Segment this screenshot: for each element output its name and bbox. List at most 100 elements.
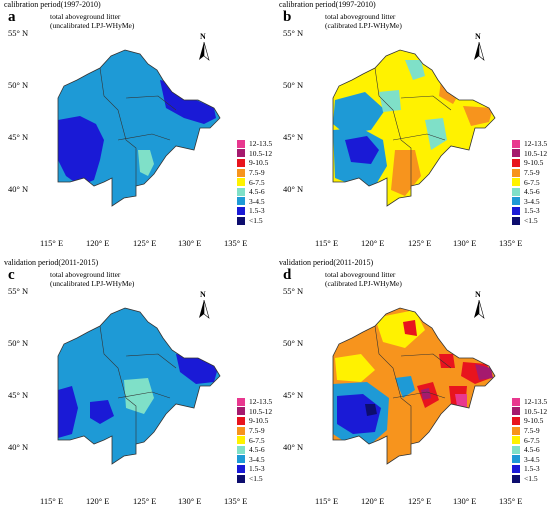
lon-label: 115° E bbox=[40, 496, 64, 506]
map-title: total aboveground litter (calibrated LPJ… bbox=[325, 270, 402, 288]
lon-label: 130° E bbox=[178, 238, 202, 248]
lat-label: 40° N bbox=[8, 442, 29, 452]
legend-item: 12-13.5 bbox=[237, 397, 272, 407]
legend-item: 6-7.5 bbox=[512, 177, 547, 187]
panel-letter: a bbox=[8, 9, 16, 25]
map-title-line1: total aboveground litter bbox=[325, 270, 396, 279]
map-title-line2: (uncalibrated LPJ-WHyMe) bbox=[50, 279, 135, 288]
lon-label: 115° E bbox=[315, 496, 339, 506]
north-arrow-icon: N bbox=[472, 32, 486, 61]
province-borders bbox=[374, 67, 452, 186]
lon-label: 125° E bbox=[133, 496, 157, 506]
map-panel-d: validation period(2011-2015) d total abo… bbox=[275, 258, 550, 515]
legend-item: 9-10.5 bbox=[237, 416, 272, 426]
legend-item: <1.5 bbox=[237, 474, 272, 484]
region-map bbox=[57, 49, 221, 207]
period-label: calibration period(1997-2010) bbox=[279, 0, 376, 9]
legend-item: 3-4.5 bbox=[237, 197, 272, 207]
map-title-line2: (calibrated LPJ-WHyMe) bbox=[325, 279, 402, 288]
legend-item: 12-13.5 bbox=[237, 139, 272, 149]
region-map bbox=[332, 49, 496, 207]
legend-item: 10.5-12 bbox=[512, 149, 547, 159]
region-outline bbox=[332, 49, 496, 207]
region-map bbox=[332, 307, 496, 465]
lon-label: 135° E bbox=[499, 496, 523, 506]
legend-item: 10.5-12 bbox=[237, 149, 272, 159]
north-label: N bbox=[475, 32, 481, 41]
map-title-line2: (calibrated LPJ-WHyMe) bbox=[325, 21, 402, 30]
lon-label: 135° E bbox=[224, 238, 248, 248]
legend: 12-13.5 10.5-12 9-10.5 7.5-9 6-7.5 4.5-6… bbox=[512, 397, 547, 483]
legend-item: 3-4.5 bbox=[512, 197, 547, 207]
legend-item: 7.5-9 bbox=[512, 426, 547, 436]
panel-letter: d bbox=[283, 267, 292, 283]
lat-label: 50° N bbox=[8, 80, 29, 90]
legend-item: 1.5-3 bbox=[237, 206, 272, 216]
legend-item: 4.5-6 bbox=[237, 187, 272, 197]
region-outline bbox=[57, 49, 221, 207]
province-borders bbox=[99, 325, 177, 444]
map-title-line1: total aboveground litter bbox=[325, 12, 396, 21]
north-arrow-icon: N bbox=[197, 290, 211, 319]
legend: 12-13.5 10.5-12 9-10.5 7.5-9 6-7.5 4.5-6… bbox=[237, 397, 272, 483]
lon-label: 120° E bbox=[86, 496, 110, 506]
lat-label: 55° N bbox=[8, 286, 29, 296]
north-arrow-icon: N bbox=[472, 290, 486, 319]
legend-item: 7.5-9 bbox=[512, 168, 547, 178]
legend-item: 7.5-9 bbox=[237, 426, 272, 436]
region-outline bbox=[332, 307, 496, 465]
map-title: total aboveground litter (uncalibrated L… bbox=[50, 270, 134, 288]
map-title-line1: total aboveground litter bbox=[50, 270, 121, 279]
lat-label: 45° N bbox=[283, 132, 304, 142]
legend-item: 12-13.5 bbox=[512, 397, 547, 407]
lon-label: 130° E bbox=[453, 238, 477, 248]
province-borders bbox=[374, 325, 452, 444]
legend: 12-13.5 10.5-12 9-10.5 7.5-9 6-7.5 4.5-6… bbox=[237, 139, 272, 225]
north-label: N bbox=[200, 290, 206, 299]
lon-label: 125° E bbox=[408, 496, 432, 506]
legend-item: 6-7.5 bbox=[237, 435, 272, 445]
map-panel-c: validation period(2011-2015) c total abo… bbox=[0, 258, 275, 515]
legend-item: 1.5-3 bbox=[237, 464, 272, 474]
legend-item: 9-10.5 bbox=[512, 416, 547, 426]
lat-label: 55° N bbox=[283, 28, 304, 38]
period-label: validation period(2011-2015) bbox=[279, 258, 374, 267]
map-panel-a: calibration period(1997-2010) a total ab… bbox=[0, 0, 275, 257]
lat-label: 45° N bbox=[283, 390, 304, 400]
legend-item: 9-10.5 bbox=[512, 158, 547, 168]
map-panel-b: calibration period(1997-2010) b total ab… bbox=[275, 0, 550, 257]
lon-label: 120° E bbox=[361, 496, 385, 506]
lat-label: 55° N bbox=[8, 28, 29, 38]
map-title-line2: (uncalibrated LPJ-WHyMe) bbox=[50, 21, 135, 30]
legend-item: <1.5 bbox=[512, 216, 547, 226]
region-outline bbox=[57, 307, 221, 465]
lat-label: 45° N bbox=[8, 132, 29, 142]
legend: 12-13.5 10.5-12 9-10.5 7.5-9 6-7.5 4.5-6… bbox=[512, 139, 547, 225]
period-label: calibration period(1997-2010) bbox=[4, 0, 101, 9]
lon-label: 125° E bbox=[408, 238, 432, 248]
region-map bbox=[57, 307, 221, 465]
period-label: validation period(2011-2015) bbox=[4, 258, 99, 267]
lat-label: 50° N bbox=[8, 338, 29, 348]
legend-item: 1.5-3 bbox=[512, 206, 547, 216]
panel-letter: b bbox=[283, 9, 292, 25]
map-title: total aboveground litter (uncalibrated L… bbox=[50, 12, 134, 30]
lon-label: 115° E bbox=[40, 238, 64, 248]
lon-label: 120° E bbox=[361, 238, 385, 248]
lon-label: 115° E bbox=[315, 238, 339, 248]
lon-label: 120° E bbox=[86, 238, 110, 248]
lon-label: 125° E bbox=[133, 238, 157, 248]
north-arrow-icon: N bbox=[197, 32, 211, 61]
legend-item: 6-7.5 bbox=[237, 177, 272, 187]
map-title: total aboveground litter (calibrated LPJ… bbox=[325, 12, 402, 30]
lat-label: 55° N bbox=[283, 286, 304, 296]
legend-item: 10.5-12 bbox=[512, 407, 547, 417]
legend-item: 3-4.5 bbox=[512, 455, 547, 465]
lat-label: 50° N bbox=[283, 338, 304, 348]
lat-label: 40° N bbox=[8, 184, 29, 194]
lon-label: 130° E bbox=[178, 496, 202, 506]
legend-item: 6-7.5 bbox=[512, 435, 547, 445]
panel-letter: c bbox=[8, 267, 15, 283]
lat-label: 40° N bbox=[283, 442, 304, 452]
legend-item: 3-4.5 bbox=[237, 455, 272, 465]
